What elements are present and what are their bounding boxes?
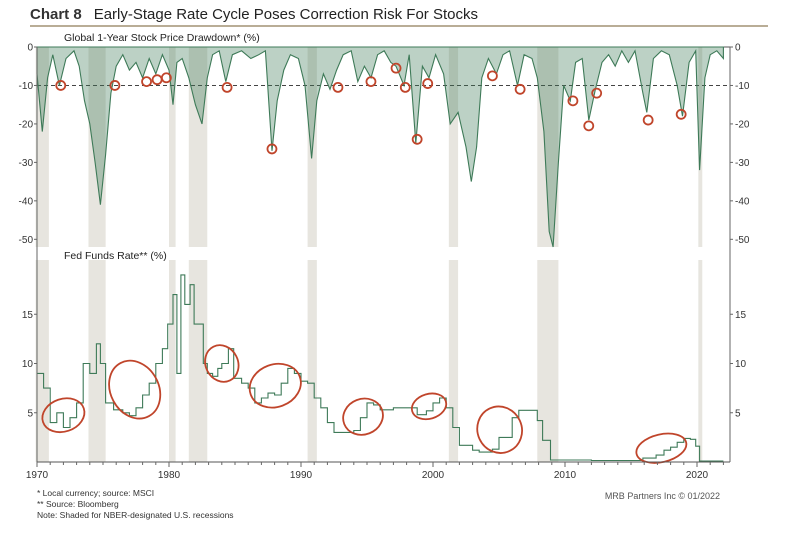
recession-band: [698, 47, 703, 247]
highlight-ellipse: [204, 344, 240, 383]
top-y-tick-left: -50: [19, 235, 34, 246]
highlight-ellipse: [476, 405, 523, 454]
highlight-circle: [642, 114, 654, 126]
highlight-circle: [514, 83, 526, 95]
highlight-ellipse: [410, 392, 448, 421]
fed-funds-panel-label: Fed Funds Rate** (%): [64, 250, 167, 262]
highlight-circle: [160, 72, 172, 84]
drawdown-series: [36, 46, 724, 248]
highlight-circle: [221, 81, 233, 93]
footnote-msci: * Local currency; source: MSCI: [37, 488, 155, 498]
highlight-circle: [151, 74, 163, 86]
top-y-tick-right: -40: [735, 196, 750, 207]
recession-band: [169, 260, 176, 462]
x-tick-label: 1980: [158, 470, 181, 481]
highlight-circle: [422, 78, 434, 89]
bottom-y-tick-left: 10: [22, 359, 34, 370]
recession-band: [698, 260, 703, 462]
top-y-tick-left: -30: [19, 158, 34, 169]
highlight-circle: [399, 81, 411, 93]
top-y-tick-left: -20: [19, 119, 34, 130]
highlight-circle: [390, 62, 402, 74]
highlight-marks: [41, 62, 688, 464]
recession-band: [537, 47, 559, 247]
x-tick-label: 1990: [290, 470, 313, 481]
recession-band: [35, 260, 49, 462]
recession-band: [537, 260, 559, 462]
recession-band: [188, 260, 208, 462]
top-y-tick-left: -40: [19, 196, 34, 207]
top-y-tick-left: -10: [19, 81, 34, 92]
highlight-circle: [109, 80, 121, 91]
highlight-circle: [591, 87, 603, 99]
bottom-y-tick-right: 5: [735, 408, 741, 419]
source-credit: MRB Partners Inc © 01/2022: [604, 491, 720, 501]
recession-shading: [35, 47, 703, 462]
x-tick-label: 1970: [26, 470, 49, 481]
chart-title: Early-Stage Rate Cycle Poses Correction …: [93, 5, 478, 23]
top-y-tick-right: -30: [735, 158, 750, 169]
highlight-circle: [675, 108, 687, 120]
highlight-ellipse: [108, 359, 162, 420]
top-y-tick-right: -10: [735, 81, 750, 92]
top-y-tick-left: 0: [27, 43, 33, 54]
highlight-circle: [55, 80, 67, 91]
highlight-circle: [141, 76, 152, 88]
drawdown-panel-label: Global 1-Year Stock Price Drawdown* (%): [64, 32, 260, 44]
highlight-ellipse: [41, 397, 86, 434]
recession-band: [88, 260, 106, 462]
recession-band: [448, 260, 459, 462]
x-tick-label: 2020: [686, 470, 709, 481]
chart-number: Chart 8: [30, 5, 82, 23]
bottom-y-tick-right: 15: [735, 310, 747, 321]
highlight-circle: [365, 76, 377, 88]
top-y-tick-right: -50: [735, 235, 750, 246]
top-y-tick-right: 0: [735, 43, 741, 54]
fed-funds-series: [37, 274, 724, 462]
recession-band: [448, 47, 459, 247]
x-tick-label: 2010: [554, 470, 577, 481]
top-y-tick-right: -20: [735, 119, 750, 130]
footnotes: * Local currency; source: MSCI ** Source…: [37, 488, 234, 521]
highlight-circle: [583, 120, 595, 132]
recession-band: [307, 260, 317, 462]
highlight-circle: [411, 133, 423, 145]
highlight-ellipse: [248, 362, 302, 409]
footnote-bloomberg: ** Source: Bloomberg: [37, 499, 119, 509]
fed-funds-panel: [37, 274, 724, 462]
bottom-y-tick-left: 5: [27, 408, 33, 419]
x-tick-label: 2000: [422, 470, 445, 481]
axes: 0 0 -10 -10 -20 -20 -30 -30 -40 -40 -50 -50 5 5 10 10 15…: [19, 43, 750, 482]
recession-band: [169, 47, 176, 247]
highlight-circle: [486, 70, 498, 82]
bottom-y-tick-right: 10: [735, 359, 747, 370]
highlight-ellipse: [342, 397, 384, 436]
highlight-circle: [266, 143, 278, 155]
bottom-y-tick-left: 15: [22, 310, 34, 321]
drawdown-panel: [36, 46, 724, 248]
highlight-circle: [332, 81, 344, 93]
title-divider: [30, 25, 768, 27]
highlight-circle: [567, 95, 579, 107]
footnote-recessions: Note: Shaded for NBER-designated U.S. re…: [37, 510, 234, 520]
